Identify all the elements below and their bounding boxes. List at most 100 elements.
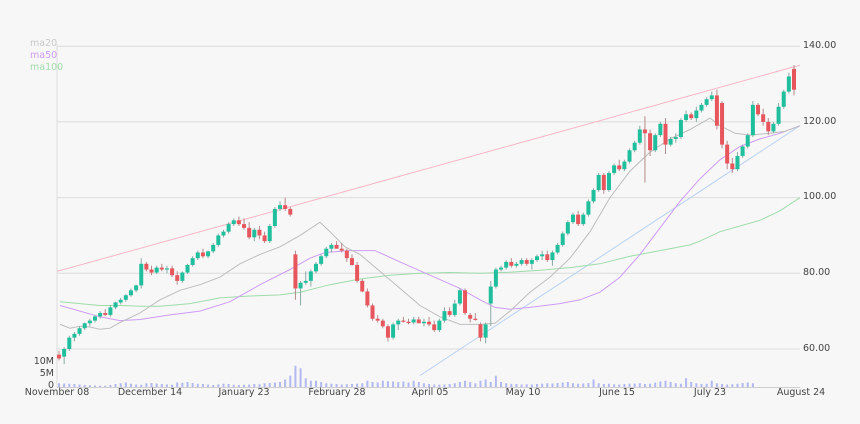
candle-up — [622, 161, 627, 170]
volume-bar — [438, 384, 441, 387]
volume-bar — [541, 383, 544, 387]
candle-down — [792, 68, 796, 90]
volume-bar — [181, 382, 184, 387]
candle-up — [324, 248, 329, 257]
candle-up — [272, 208, 277, 226]
candle-up — [519, 260, 524, 264]
volume-bar — [171, 384, 174, 387]
candle-up — [313, 263, 318, 272]
volume-bar — [58, 383, 60, 387]
candle-up — [231, 220, 236, 225]
volume-bar — [515, 384, 518, 387]
volume-bar — [428, 384, 431, 387]
volume-bar — [731, 384, 734, 387]
volume-bar — [443, 384, 446, 387]
candle-up — [67, 337, 72, 349]
candle-down — [725, 144, 730, 164]
candle-down — [344, 250, 349, 259]
candle-down — [385, 326, 390, 338]
candle-up — [483, 324, 488, 338]
volume-bar — [571, 383, 574, 387]
candle-up — [82, 323, 87, 329]
candle-down — [200, 252, 205, 257]
legend-ma50[interactable]: ma50 — [30, 50, 58, 61]
y-tick-140: 140.00 — [803, 40, 837, 51]
volume-bar — [407, 382, 410, 387]
volume-bar — [417, 382, 420, 387]
candle-up — [740, 146, 745, 156]
volume-bar — [366, 380, 369, 387]
volume-bar — [381, 380, 384, 387]
candle-up — [319, 256, 324, 264]
volume-bar — [176, 382, 179, 387]
volume-bar — [597, 383, 600, 387]
volume-bar — [566, 382, 569, 387]
candle-up — [108, 307, 113, 315]
trendline-upper — [56, 64, 801, 272]
y-tick-60: 60.00 — [803, 343, 831, 354]
candle-up — [185, 264, 190, 273]
x-tick-feb28: February 28 — [308, 387, 366, 398]
volume-tick-5m: 5M — [39, 368, 54, 379]
volume-bar — [474, 383, 477, 387]
candle-up — [252, 229, 257, 238]
volume-bar — [350, 384, 353, 387]
legend-ma100[interactable]: ma100 — [30, 62, 64, 73]
volume-bar — [68, 383, 71, 387]
volume-bar — [649, 383, 652, 387]
candle-up — [221, 231, 226, 236]
candle-up — [452, 303, 457, 315]
volume-bar — [679, 383, 682, 387]
volume-bar — [433, 384, 436, 387]
candle-up — [134, 285, 139, 291]
candle-up — [421, 321, 426, 324]
legend-ma20[interactable]: ma20 — [30, 38, 58, 49]
volume-bar — [510, 383, 513, 387]
candle-down — [617, 165, 622, 170]
volume-bar — [587, 383, 590, 387]
volume-bar — [345, 384, 348, 387]
volume-bar — [248, 384, 251, 387]
candle-up — [709, 95, 714, 100]
candle-down — [57, 354, 61, 359]
volume-bar — [320, 382, 323, 387]
volume-bar — [237, 385, 240, 387]
volume-bar — [196, 383, 199, 387]
candle-down — [663, 123, 668, 145]
candle-up — [550, 252, 555, 261]
x-tick-nov08: November 08 — [24, 387, 90, 398]
volume-bar — [109, 385, 112, 387]
candle-down — [478, 324, 483, 338]
candle-down — [416, 319, 421, 324]
volume-bar — [469, 382, 472, 387]
candle-up — [658, 123, 663, 136]
volume-bar — [623, 384, 626, 387]
candle-up — [411, 319, 416, 323]
volume-bar — [715, 383, 718, 387]
ma50-line — [59, 125, 801, 322]
candle-up — [606, 172, 611, 191]
volume-bar — [273, 382, 276, 387]
candle-down — [247, 227, 252, 238]
candle-up — [504, 261, 509, 268]
y-tick-120: 120.00 — [803, 116, 837, 127]
x-tick-dec14: December 14 — [117, 387, 183, 398]
volume-bar — [484, 379, 487, 387]
candle-down — [159, 267, 164, 270]
candle-up — [570, 214, 575, 223]
candle-down — [648, 133, 653, 151]
candle-up — [123, 295, 128, 300]
candle-up — [776, 106, 781, 124]
candle-down — [689, 114, 694, 119]
volume-bar — [402, 381, 405, 387]
volume-bar — [386, 381, 389, 387]
volume-bar — [659, 381, 662, 387]
volume-bar — [602, 384, 605, 387]
volume-bar — [710, 380, 713, 387]
x-tick-aug24: August 24 — [776, 387, 826, 398]
candle-up — [540, 254, 545, 257]
candle-up — [745, 135, 750, 147]
volume-bar — [582, 383, 585, 387]
volume-bar — [83, 385, 86, 387]
